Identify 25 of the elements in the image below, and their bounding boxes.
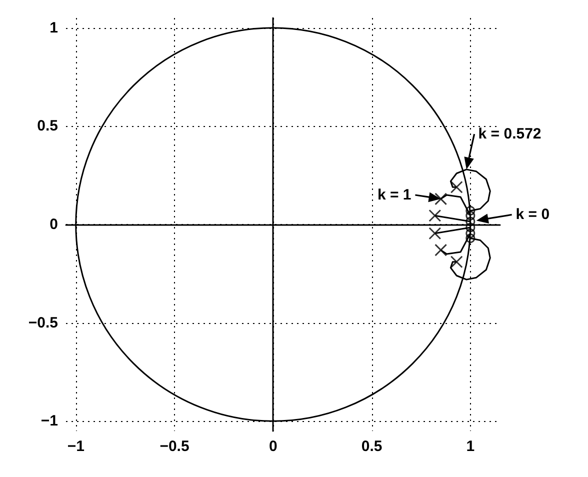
point <box>466 222 476 232</box>
y-tick-label: 0.5 <box>37 118 58 135</box>
y-tick-label: 1 <box>50 19 58 36</box>
point <box>434 244 448 256</box>
point <box>434 192 448 206</box>
point <box>466 206 476 216</box>
point <box>450 180 463 194</box>
point <box>428 209 442 222</box>
x-tick-label: 0 <box>268 438 278 455</box>
point <box>466 216 476 226</box>
annotation: k = 0.572 <box>478 126 542 143</box>
point <box>466 228 476 238</box>
y-tick-label: 0 <box>50 216 58 233</box>
point <box>466 210 476 220</box>
y-tick-label: −1 <box>40 412 58 430</box>
annotation: k = 1 <box>377 186 412 204</box>
point <box>428 227 442 240</box>
point <box>450 256 463 268</box>
x-tick-label: −1 <box>67 438 84 455</box>
x-tick-label: −0.5 <box>160 438 190 455</box>
point <box>466 234 476 244</box>
x-tick-label: 0.5 <box>361 438 382 455</box>
x-tick-label: 1 <box>466 438 475 455</box>
y-tick-label: −0.5 <box>28 314 58 332</box>
annotation: k = 0 <box>516 206 550 224</box>
